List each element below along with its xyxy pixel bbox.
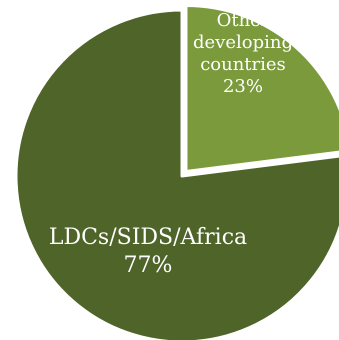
slice-category-label: LDCs/SIDS/Africa [49,225,247,250]
slice-percent-label: 23% [223,76,263,97]
pie-slice-label-1: Other developing countries 23% [193,10,293,97]
pie-slice-label-2: LDCs/SIDS/Africa 77% [49,225,247,278]
pie-slice-1 [184,3,339,173]
slice-category-label: Other [217,10,270,31]
pie-slices [14,3,339,340]
slice-percent-label: 77% [124,253,173,278]
slice-category-label: countries [200,54,286,75]
pie-slice-2 [14,8,339,340]
pie-labels: Other developing countries 23% LDCs/SIDS/Afr… [49,10,293,278]
slice-category-label: developing [193,32,293,53]
